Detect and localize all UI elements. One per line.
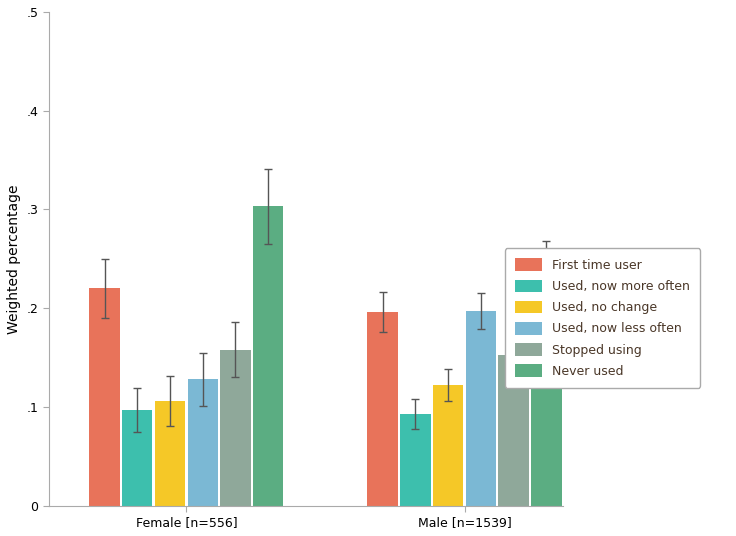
Bar (367, 312, 398, 505)
Y-axis label: Weighted percentage: Weighted percentage (7, 184, 21, 333)
Bar (531, 264, 562, 505)
Bar (122, 410, 152, 505)
Bar (155, 401, 185, 505)
Bar (220, 349, 251, 505)
Legend: First time user, Used, now more often, Used, no change, Used, now less often, St: First time user, Used, now more often, U… (505, 248, 700, 388)
Bar (253, 206, 283, 505)
Bar (433, 385, 464, 505)
Bar (498, 355, 529, 505)
Bar (89, 288, 120, 505)
Bar (400, 414, 431, 505)
Bar (466, 311, 496, 505)
Bar (188, 379, 218, 505)
